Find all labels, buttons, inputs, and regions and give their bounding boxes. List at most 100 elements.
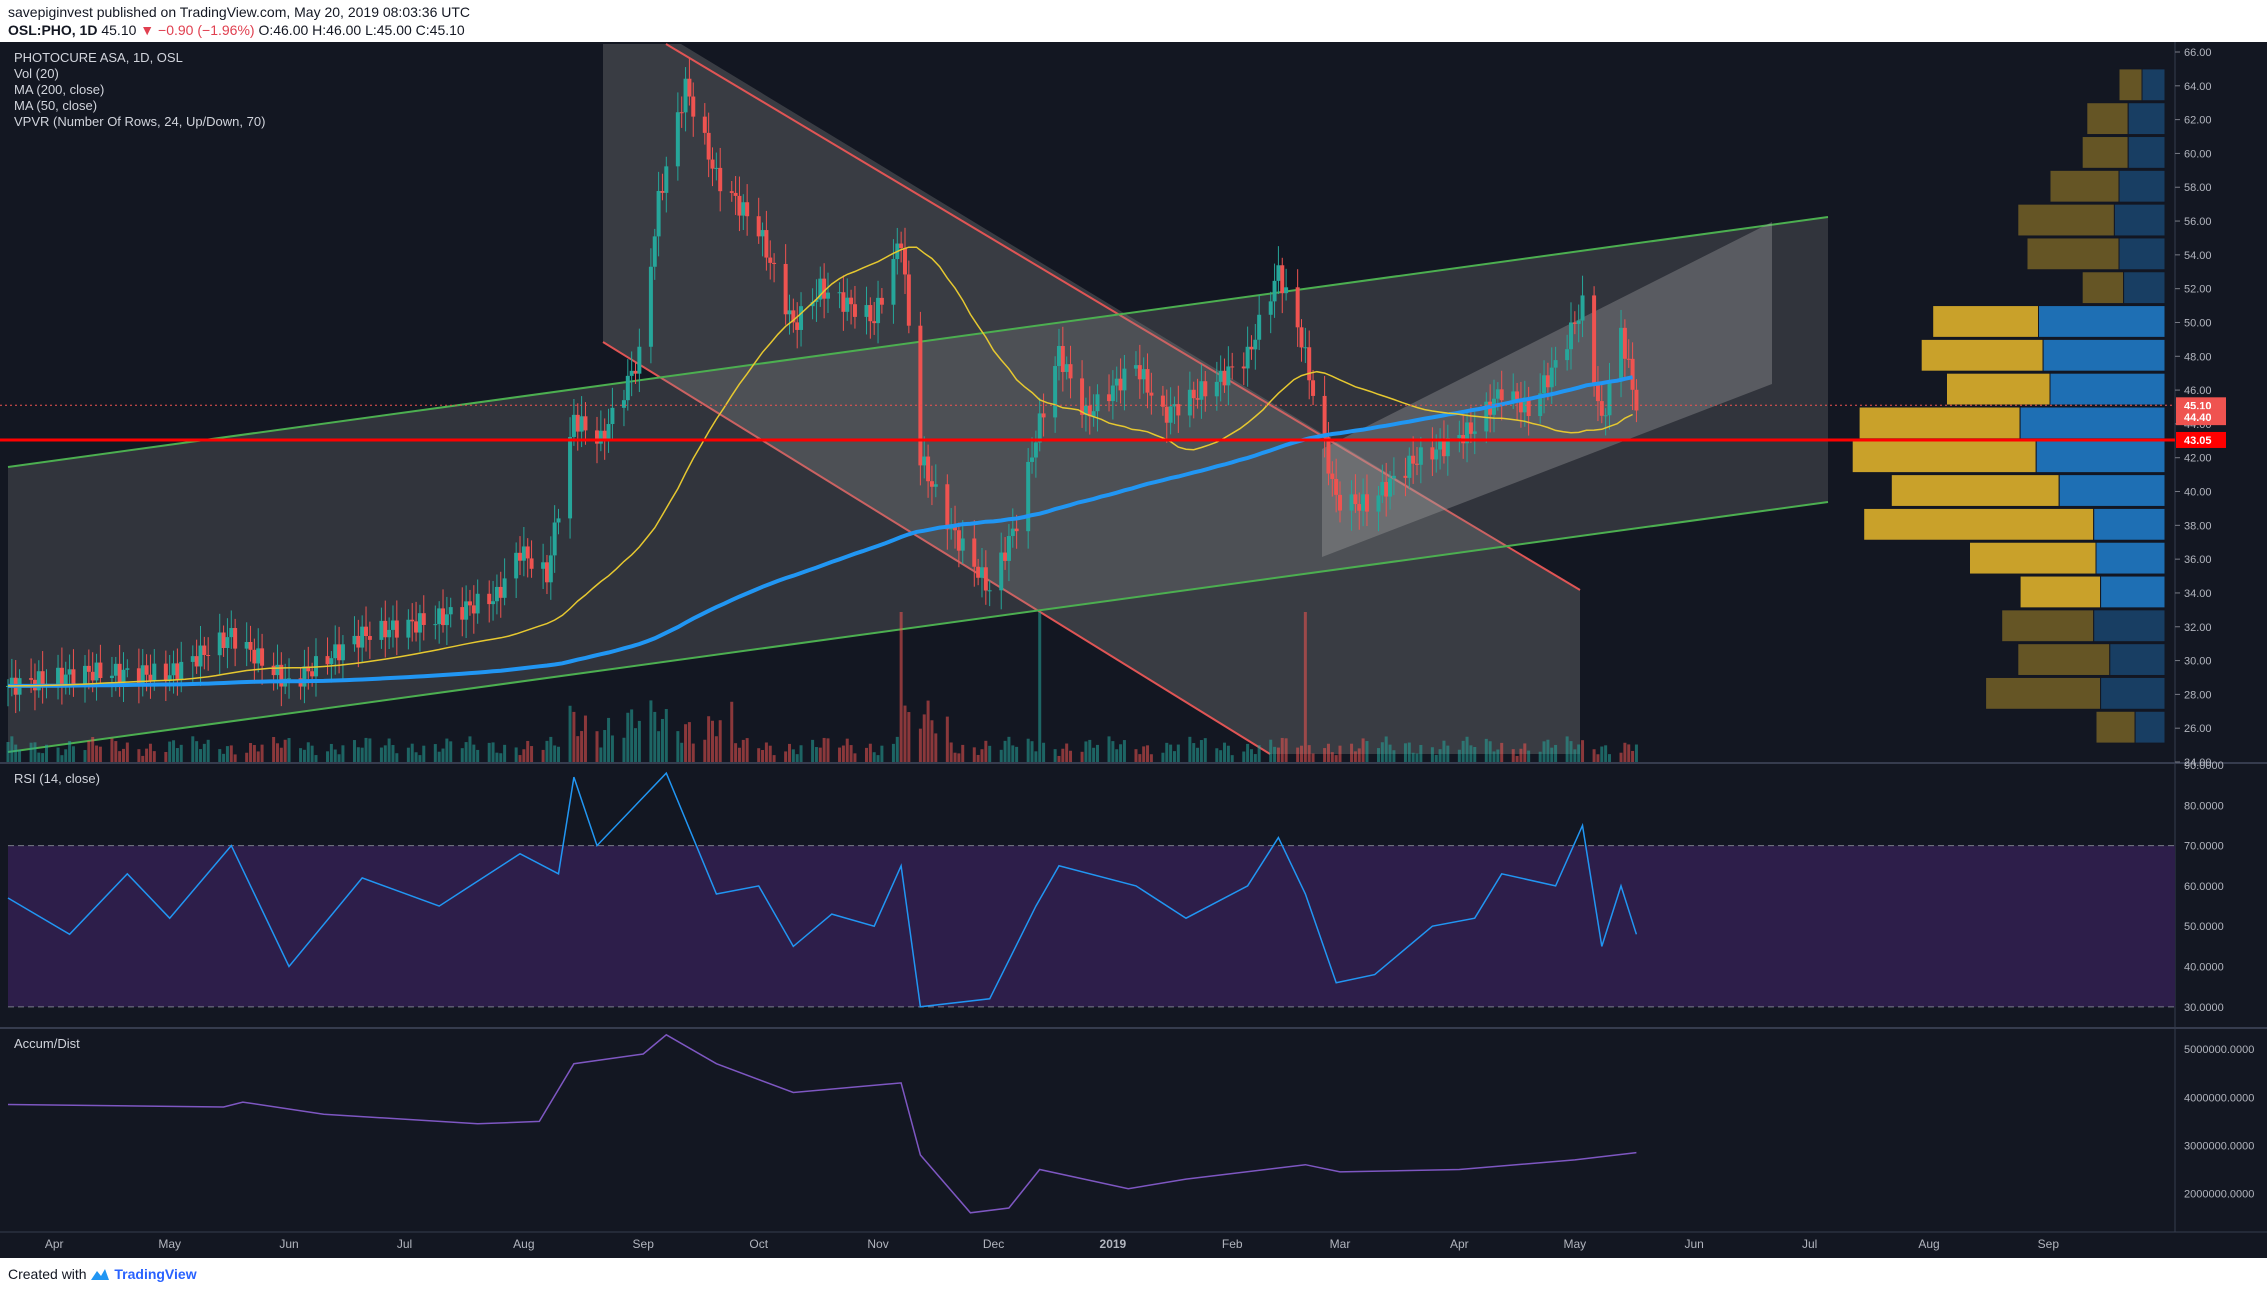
volume-bar	[64, 749, 68, 762]
volume-bar	[603, 730, 607, 762]
candle-body	[1253, 339, 1258, 350]
candle-body	[171, 663, 176, 676]
vpvr-row-up	[2123, 271, 2166, 305]
volume-bar	[110, 738, 114, 762]
candle-body	[902, 248, 907, 275]
volume-bar	[1303, 612, 1307, 762]
candle-body	[152, 663, 157, 681]
candle-body	[691, 96, 696, 117]
candle-body	[1380, 481, 1385, 496]
candle-body	[1110, 385, 1115, 402]
candle-body	[387, 629, 392, 638]
volume-bar	[818, 747, 822, 762]
volume-bar	[252, 745, 256, 762]
candle-body	[379, 620, 384, 640]
volume-bar	[1361, 738, 1365, 762]
publisher-name[interactable]: savepiginvest	[8, 4, 93, 20]
candle-body	[1241, 366, 1246, 369]
volume-bar	[175, 748, 179, 762]
volume-bar	[329, 743, 333, 762]
vpvr-row-down	[1920, 338, 2044, 372]
volume-bar	[1284, 738, 1288, 762]
volume-bars	[6, 612, 1638, 762]
candle-body	[702, 116, 707, 133]
rsi-title: RSI (14, close)	[14, 771, 100, 786]
candle-body	[467, 601, 472, 606]
volume-bar	[1469, 745, 1473, 762]
volume-bar	[530, 746, 534, 762]
symbol-label[interactable]: OSL:PHO, 1D	[8, 22, 98, 38]
chart-canvas[interactable]: 66.00 64.00 62.00 60.00 58.00 56.00 54.00 52.00…	[0, 42, 2267, 1258]
price-label-box	[2176, 431, 2226, 448]
candles	[6, 58, 1639, 714]
volume-bar	[206, 739, 210, 762]
candle-body	[167, 675, 172, 681]
candle-body	[879, 297, 884, 305]
candle-body	[367, 636, 372, 640]
candle-body	[1284, 287, 1289, 294]
candle-body	[487, 593, 492, 605]
price-tick-label: 58.00	[2184, 182, 2212, 194]
chart-background	[0, 42, 2267, 1258]
volume-bar	[637, 720, 641, 762]
candle-body	[518, 552, 523, 561]
time-tick-label: Aug	[513, 1237, 534, 1251]
candle-body	[979, 567, 984, 578]
vpvr-row-down	[2049, 169, 2120, 203]
candle-body	[1199, 381, 1204, 400]
price-tick-label: 64.00	[2184, 81, 2212, 93]
volume-bar	[364, 737, 368, 762]
volume-bar	[114, 741, 118, 762]
descending-channel-upper	[665, 43, 1581, 591]
candle-body	[810, 301, 815, 307]
volume-bar	[1596, 754, 1600, 762]
volume-bar	[1442, 740, 1446, 762]
volume-bar	[1604, 745, 1608, 762]
volume-bar	[711, 720, 715, 762]
candle-body	[333, 644, 338, 659]
volume-bar	[553, 745, 557, 762]
candle-body	[313, 656, 318, 677]
candle-body	[741, 202, 746, 216]
candle-body	[1472, 431, 1477, 434]
volume-bar	[1334, 755, 1338, 762]
time-tick-label: Nov	[867, 1237, 888, 1251]
volume-bar	[549, 736, 553, 762]
volume-bar	[949, 742, 953, 762]
candle-body	[872, 321, 877, 324]
volume-bar	[687, 722, 691, 762]
volume-bar	[1307, 745, 1311, 762]
candle-body	[953, 524, 958, 531]
candle-body	[595, 430, 600, 444]
candle-body	[1295, 287, 1300, 328]
candle-body	[1576, 320, 1581, 324]
candle-body	[1053, 366, 1058, 418]
volume-bar	[476, 749, 480, 762]
volume-bar	[768, 745, 772, 762]
volume-bar	[1172, 751, 1176, 762]
volume-bar	[1038, 612, 1042, 762]
candle-body	[194, 656, 199, 667]
volume-bar	[148, 743, 152, 762]
volume-bar	[283, 739, 287, 762]
volume-bar	[33, 742, 37, 762]
price-tick-label: 34.00	[2184, 588, 2212, 600]
legend-item: PHOTOCURE ASA, 1D, OSL	[14, 50, 183, 65]
candle-body	[733, 192, 738, 196]
volume-bar	[1407, 742, 1411, 762]
candle-body	[768, 257, 773, 263]
price-tick-label: 36.00	[2184, 554, 2212, 566]
tradingview-brand[interactable]: TradingView	[114, 1266, 197, 1282]
vpvr-row-up	[2095, 541, 2166, 575]
candle-body	[1187, 389, 1192, 416]
volume-bar	[1461, 740, 1465, 762]
candle-body	[521, 546, 526, 561]
price-tick-label: 30.00	[2184, 656, 2212, 668]
candle-body	[772, 262, 777, 264]
candle-body	[1349, 494, 1354, 511]
volume-bar	[299, 748, 303, 762]
volume-bar	[1600, 746, 1604, 762]
candle-body	[783, 263, 788, 315]
vpvr-row-down	[2019, 575, 2102, 609]
